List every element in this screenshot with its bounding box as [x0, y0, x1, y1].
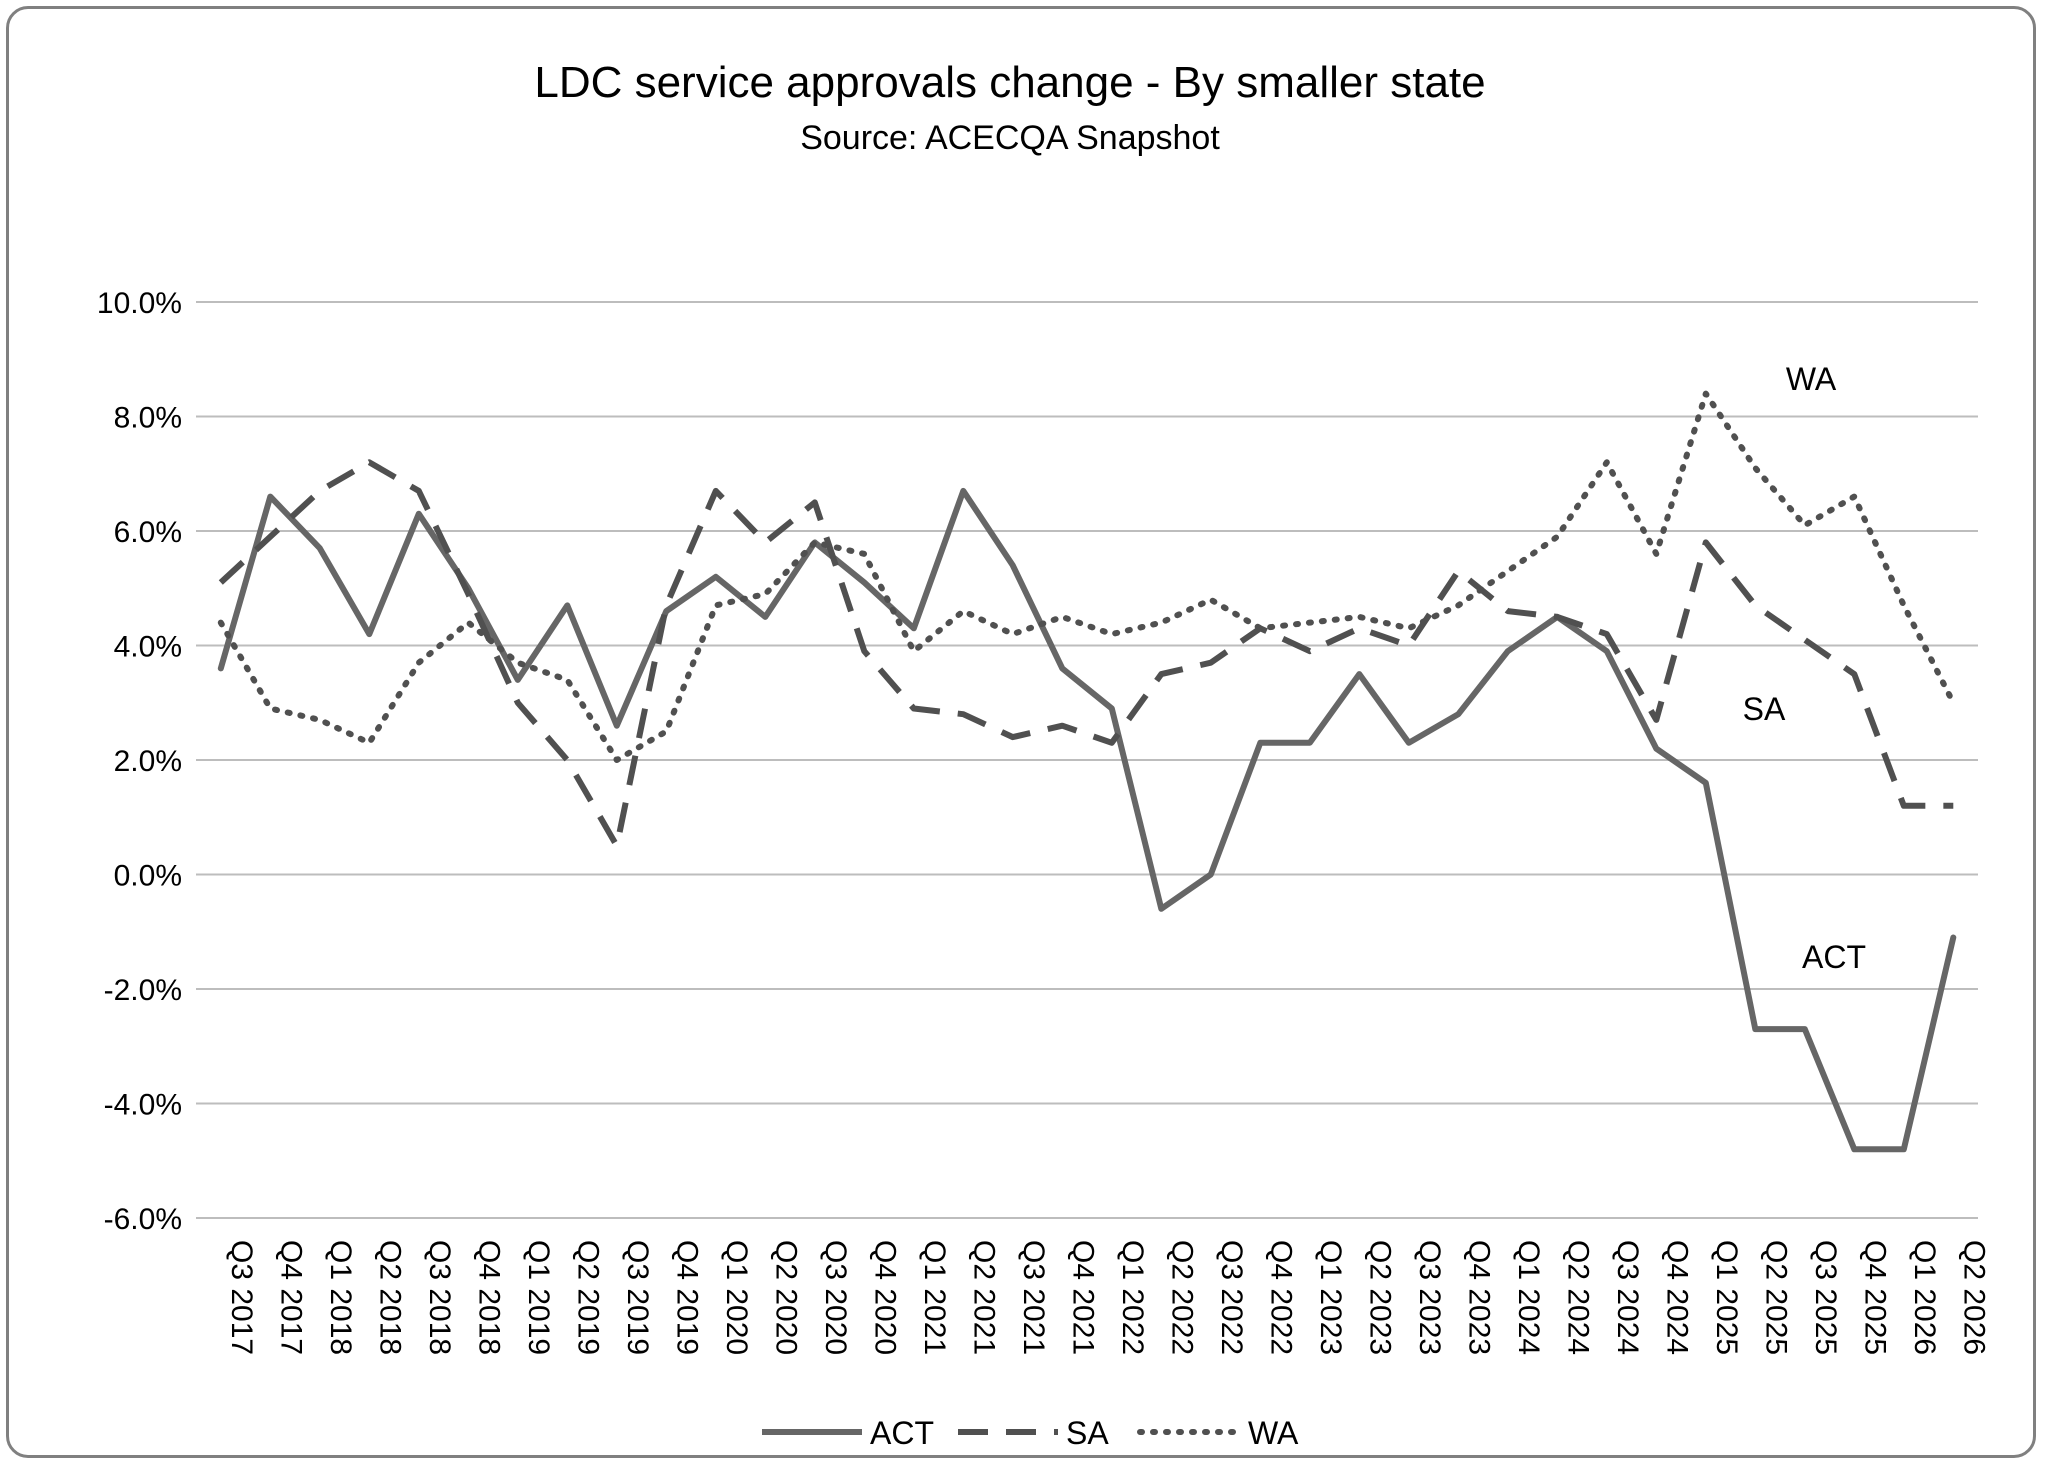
y-tick-label: 10.0%	[97, 287, 182, 320]
y-tick-label: -4.0%	[104, 1089, 182, 1122]
x-tick-label: Q2 2023	[1363, 1240, 1396, 1355]
y-tick-label: 4.0%	[114, 631, 182, 664]
annotation-wa: WA	[1786, 361, 1837, 397]
y-tick-label: 2.0%	[114, 745, 182, 778]
x-tick-label: Q1 2023	[1314, 1240, 1347, 1355]
x-tick-label: Q4 2018	[472, 1240, 505, 1355]
x-axis-tick-labels: Q3 2017 Q4 2017 Q1 2018 Q2 2018 Q3 2018 Q4 20…	[225, 1240, 1991, 1355]
x-tick-label: Q2 2018	[373, 1240, 406, 1355]
y-axis-tick-labels: 10.0% 8.0% 6.0% 4.0% 2.0% 0.0% -2.0% -4.0% -6.0%	[97, 287, 182, 1236]
x-tick-label: Q1 2021	[918, 1240, 951, 1355]
x-tick-label: Q1 2020	[720, 1240, 753, 1355]
x-tick-label: Q3 2018	[423, 1240, 456, 1355]
y-tick-label: 8.0%	[114, 402, 182, 435]
x-tick-label: Q4 2019	[670, 1240, 703, 1355]
gridlines	[196, 301, 1978, 1219]
x-tick-label: Q2 2024	[1561, 1240, 1594, 1355]
x-tick-label: Q4 2021	[1066, 1240, 1099, 1355]
annotation-act: ACT	[1802, 939, 1866, 975]
x-tick-label: Q2 2026	[1957, 1240, 1990, 1355]
x-tick-label: Q2 2019	[571, 1240, 604, 1355]
x-tick-label: Q1 2022	[1116, 1240, 1149, 1355]
x-tick-label: Q3 2024	[1611, 1240, 1644, 1355]
y-tick-label: -2.0%	[104, 974, 182, 1007]
x-tick-label: Q1 2025	[1710, 1240, 1743, 1355]
y-tick-label: 0.0%	[114, 860, 182, 893]
x-tick-label: Q2 2022	[1165, 1240, 1198, 1355]
legend-label-act: ACT	[870, 1415, 934, 1451]
x-tick-label: Q3 2017	[225, 1240, 258, 1355]
x-tick-label: Q3 2020	[819, 1240, 852, 1355]
x-tick-label: Q3 2022	[1215, 1240, 1248, 1355]
y-tick-label: 6.0%	[114, 516, 182, 549]
x-tick-label: Q2 2020	[769, 1240, 802, 1355]
x-tick-label: Q4 2024	[1660, 1240, 1693, 1355]
x-tick-label: Q1 2024	[1512, 1240, 1545, 1355]
x-tick-label: Q3 2023	[1413, 1240, 1446, 1355]
legend-label-wa: WA	[1248, 1415, 1299, 1451]
legend-label-sa: SA	[1066, 1415, 1109, 1451]
legend: ACT SA WA	[762, 1415, 1299, 1451]
chart-title: LDC service approvals change - By smalle…	[534, 58, 1485, 107]
x-tick-label: Q2 2021	[967, 1240, 1000, 1355]
chart-frame	[6, 6, 2036, 1458]
x-tick-label: Q3 2019	[621, 1240, 654, 1355]
x-tick-label: Q1 2018	[324, 1240, 357, 1355]
y-tick-label: -6.0%	[104, 1203, 182, 1236]
series-annotations: WA SA ACT	[1743, 361, 1866, 975]
x-tick-label: Q4 2017	[274, 1240, 307, 1355]
x-tick-label: Q4 2020	[868, 1240, 901, 1355]
annotation-sa: SA	[1743, 691, 1786, 727]
x-tick-label: Q1 2026	[1908, 1240, 1941, 1355]
x-tick-label: Q3 2021	[1017, 1240, 1050, 1355]
chart-subtitle: Source: ACECQA Snapshot	[800, 119, 1220, 157]
series-line-sa	[218, 459, 1954, 849]
x-tick-label: Q1 2019	[522, 1240, 555, 1355]
x-tick-label: Q4 2022	[1264, 1240, 1297, 1355]
x-tick-label: Q4 2025	[1858, 1240, 1891, 1355]
x-tick-label: Q2 2025	[1759, 1240, 1792, 1355]
x-tick-label: Q4 2023	[1462, 1240, 1495, 1355]
series-lines	[217, 390, 1957, 1153]
x-tick-label: Q3 2025	[1809, 1240, 1842, 1355]
series-line-act	[217, 487, 1957, 1153]
series-line-wa	[217, 390, 1957, 763]
